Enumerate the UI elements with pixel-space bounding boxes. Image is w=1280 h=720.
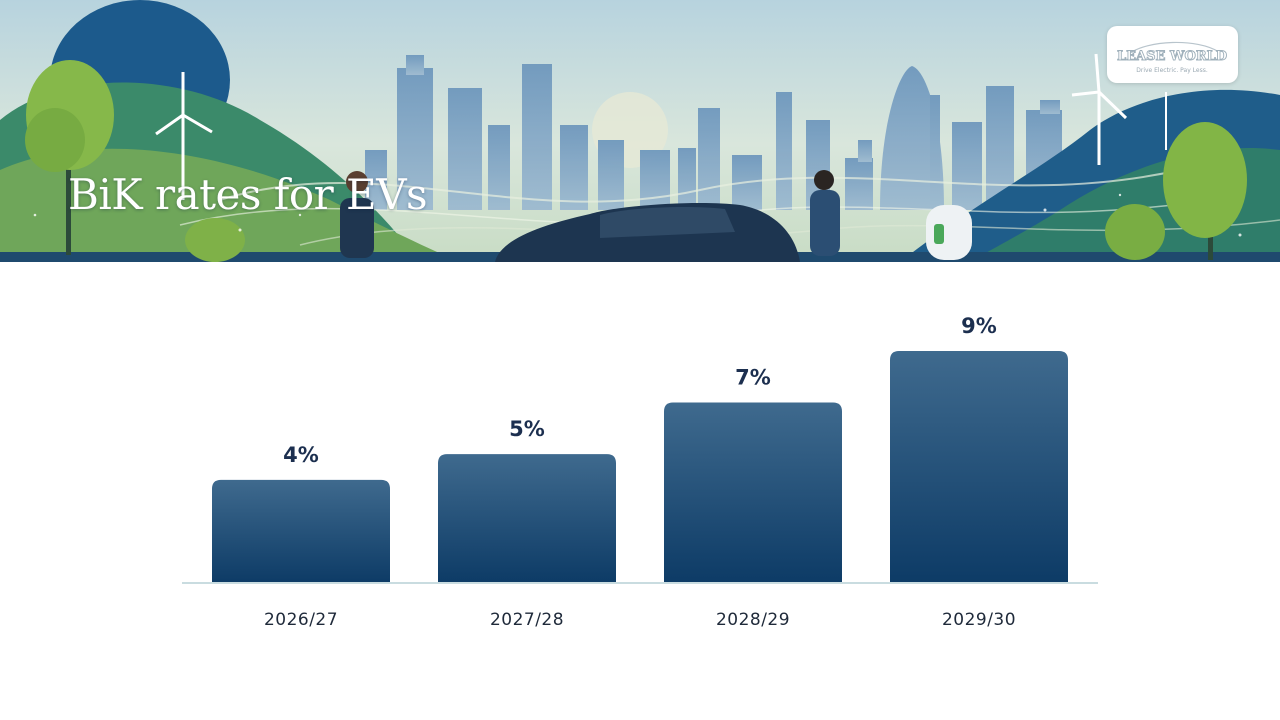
city-illustration xyxy=(0,0,1280,262)
bar-value-label: 4% xyxy=(283,443,319,467)
bik-bar-chart: 4% 5% 7% 9% 2026/27 2027/28 2028/29 2029/30 xyxy=(182,314,1098,630)
logo-tagline: Drive Electric. Pay Less. xyxy=(1136,67,1208,74)
bar-value-label: 5% xyxy=(509,417,545,441)
x-tick-label: 2029/30 xyxy=(942,610,1016,630)
bar-2026-27 xyxy=(212,479,390,583)
logo-wordmark: LEASE WORLD xyxy=(1117,49,1227,64)
bar-2029-30 xyxy=(890,351,1068,583)
page-title: BiK rates for EVs xyxy=(68,170,428,219)
bar-value-label: 7% xyxy=(735,366,771,390)
x-tick-label: 2026/27 xyxy=(264,610,338,630)
x-tick-label: 2028/29 xyxy=(716,610,790,630)
x-tick-label: 2027/28 xyxy=(490,610,564,630)
company-logo: LEASE WORLD Drive Electric. Pay Less. xyxy=(1107,26,1238,83)
bar-2027-28 xyxy=(438,454,616,583)
bar-2028-29 xyxy=(664,402,842,583)
header-banner: BiK rates for EVs LEASE WORLD Drive Elec… xyxy=(0,0,1280,262)
bar-value-label: 9% xyxy=(961,314,997,338)
